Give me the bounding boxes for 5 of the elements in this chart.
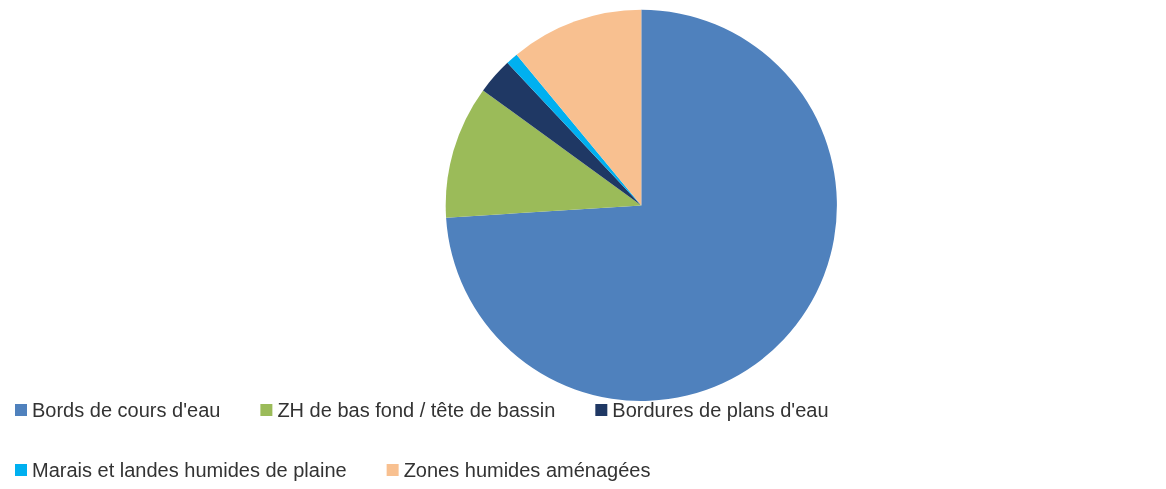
- legend-label: Bordures de plans d'eau: [612, 399, 829, 421]
- legend-label: Marais et landes humides de plaine: [32, 459, 347, 481]
- legend-label: ZH de bas fond / tête de bassin: [277, 399, 556, 421]
- legend-label: Bords de cours d'eau: [32, 399, 221, 421]
- legend-label: Zones humides aménagées: [403, 459, 651, 481]
